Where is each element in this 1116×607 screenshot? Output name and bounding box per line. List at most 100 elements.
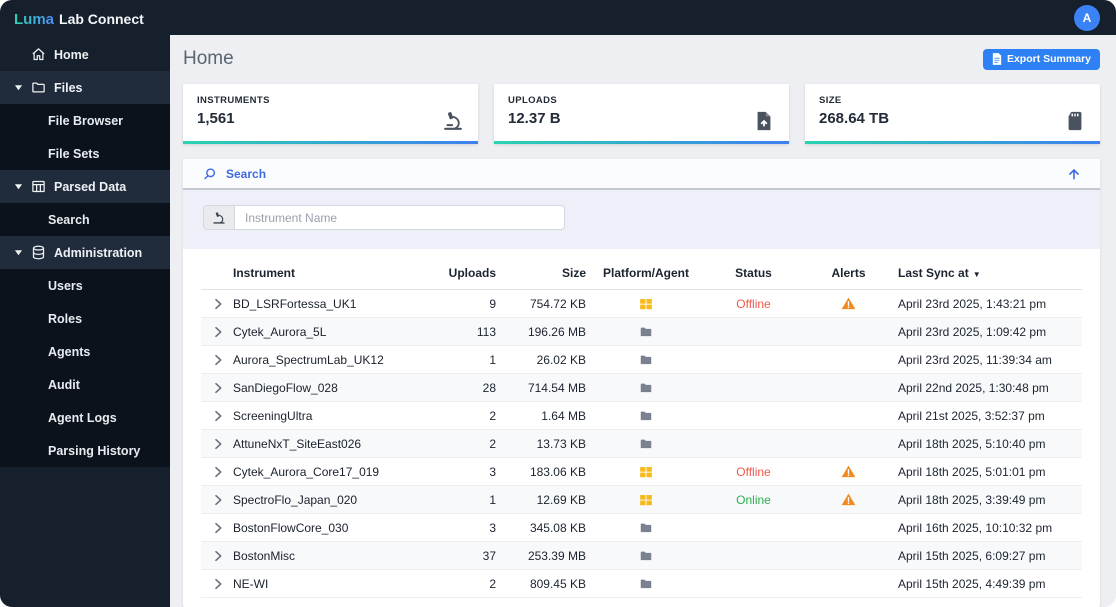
alerts-cell (801, 464, 896, 479)
size-value: 26.02 KB (536, 352, 586, 367)
folder-icon (31, 80, 46, 95)
alert-warning-icon (841, 296, 856, 311)
chevron-right-icon[interactable] (206, 378, 226, 398)
column-header-uploads[interactable]: Uploads (448, 266, 496, 280)
sidebar-group-files[interactable]: Files (0, 71, 170, 104)
sidebar-item-label: File Browser (48, 113, 124, 128)
brand-secondary: Lab Connect (59, 11, 144, 27)
uploads-count: 28 (482, 380, 496, 395)
search-and-table-panel: Search (183, 159, 1100, 607)
table-row[interactable]: SpectroFlo_Japan_020 1 12.69 KB Online A… (201, 486, 1082, 514)
sidebar-item-agents[interactable]: Agents (0, 335, 170, 368)
column-header-status[interactable]: Status (735, 266, 772, 280)
instrument-name: NE-WI (233, 576, 269, 591)
sidebar-item-users[interactable]: Users (0, 269, 170, 302)
row-expander-cell (201, 546, 231, 566)
folder-platform-icon (639, 381, 653, 395)
search-panel-header[interactable]: Search (183, 159, 1100, 190)
table-row[interactable]: BostonFlowCore_030 3 345.08 KB April 16t… (201, 514, 1082, 542)
search-filter-body (183, 190, 1100, 249)
row-expander-cell (201, 574, 231, 594)
row-expander-cell (201, 490, 231, 510)
sidebar-item-label: File Sets (48, 146, 100, 161)
row-expander-cell (201, 518, 231, 538)
instrument-name: Aurora_SpectrumLab_UK12 (233, 352, 384, 367)
alerts-cell (801, 296, 896, 311)
chevron-right-icon[interactable] (206, 406, 226, 426)
alert-warning-icon (841, 464, 856, 479)
sidebar-item-agent-logs[interactable]: Agent Logs (0, 401, 170, 434)
status-text: Offline (736, 296, 771, 311)
sidebar-group-label: Administration (54, 245, 143, 260)
chevron-right-icon[interactable] (206, 322, 226, 342)
chevron-right-icon[interactable] (206, 490, 226, 510)
sidebar-item-label: Roles (48, 311, 83, 326)
chevron-right-icon[interactable] (206, 518, 226, 538)
column-header-platform[interactable]: Platform/Agent (602, 266, 689, 280)
chevron-right-icon[interactable] (206, 350, 226, 370)
platform-cell (586, 521, 706, 535)
page-header: Home Export Summary (183, 48, 1100, 70)
sidebar-item-parsing-history[interactable]: Parsing History (0, 434, 170, 467)
column-header-alerts[interactable]: Alerts (831, 266, 866, 280)
sidebar-item-home[interactable]: Home (0, 38, 170, 71)
search-panel-label: Search (226, 166, 267, 181)
caret-down-icon (14, 182, 23, 191)
sidebar-item-file-browser[interactable]: File Browser (0, 104, 170, 137)
export-summary-label: Export Summary (1006, 53, 1091, 65)
folder-platform-icon (639, 549, 653, 563)
size-value: 1.64 MB (541, 408, 586, 423)
user-avatar[interactable]: A (1074, 4, 1100, 31)
sidebar-group-parsed-data[interactable]: Parsed Data (0, 170, 170, 203)
sidebar-item-search[interactable]: Search (0, 203, 170, 236)
instrument-name: SanDiegoFlow_028 (233, 380, 338, 395)
row-expander-cell (201, 434, 231, 454)
sidebar-item-label: Users (48, 278, 83, 293)
table-row[interactable]: BostonMisc 37 253.39 MB April 15th 2025,… (201, 542, 1082, 570)
uploads-count: 3 (489, 520, 496, 535)
uploads-count: 113 (476, 324, 496, 339)
instrument-name: BD_LSRFortessa_UK1 (233, 296, 357, 311)
size-value: 12.69 KB (536, 492, 586, 507)
sidebar-item-audit[interactable]: Audit (0, 368, 170, 401)
chevron-right-icon[interactable] (206, 574, 226, 594)
sidebar-nav: Home Files File Browser File Sets (0, 38, 170, 467)
export-summary-button[interactable]: Export Summary (982, 48, 1100, 70)
table-row[interactable]: AttuneNxT_SiteEast026 2 13.73 KB April 1… (201, 430, 1082, 458)
column-header-last-sync[interactable]: Last Sync at ▼ (896, 266, 1082, 280)
chevron-right-icon[interactable] (206, 294, 226, 314)
search-panel-title: Search (203, 167, 266, 181)
table-row[interactable]: BD_LSRFortessa_UK1 9 754.72 KB Offline A… (201, 290, 1082, 318)
table-row[interactable]: NE-WI 2 809.45 KB April 15th 2025, 4:49:… (201, 570, 1082, 598)
platform-cell (586, 577, 706, 591)
stat-text: INSTRUMENTS 1,561 (197, 95, 270, 144)
table-row[interactable]: Aurora_SpectrumLab_UK12 1 26.02 KB April… (201, 346, 1082, 374)
status-cell: Offline (706, 465, 801, 479)
platform-cell (586, 549, 706, 563)
row-expander-cell (201, 322, 231, 342)
table-row[interactable]: Cytek_Aurora_5L 113 196.26 MB April 23rd… (201, 318, 1082, 346)
chevron-right-icon[interactable] (206, 462, 226, 482)
column-header-instrument[interactable]: Instrument (233, 266, 296, 280)
sidebar-item-file-sets[interactable]: File Sets (0, 137, 170, 170)
last-sync-value: April 23rd 2025, 1:43:21 pm (898, 296, 1047, 311)
row-expander-cell (201, 294, 231, 314)
sidebar-parsed-data-children: Search (0, 203, 170, 236)
main-content: Home Export Summary INSTRUMENTS 1,561 (170, 35, 1116, 607)
last-sync-value: April 22nd 2025, 1:30:48 pm (898, 380, 1049, 395)
platform-cell (586, 381, 706, 395)
arrow-up-icon[interactable] (1066, 166, 1082, 182)
table-row[interactable]: Cytek_Aurora_Core17_019 3 183.06 KB Offl… (201, 458, 1082, 486)
sidebar-item-roles[interactable]: Roles (0, 302, 170, 335)
chevron-right-icon[interactable] (206, 434, 226, 454)
table-row[interactable]: ScreeningUltra 2 1.64 MB April 21st 2025… (201, 402, 1082, 430)
instrument-name-input[interactable] (234, 205, 565, 230)
column-header-size[interactable]: Size (561, 266, 586, 280)
chevron-right-icon[interactable] (206, 546, 226, 566)
uploads-count: 1 (489, 492, 496, 507)
sidebar-group-administration[interactable]: Administration (0, 236, 170, 269)
table-header-row: Instrument Uploads Size Platform/Agent S… (201, 249, 1082, 290)
platform-cell (586, 353, 706, 367)
table-row[interactable]: SanDiegoFlow_028 28 714.54 MB April 22nd… (201, 374, 1082, 402)
platform-cell (586, 297, 706, 311)
